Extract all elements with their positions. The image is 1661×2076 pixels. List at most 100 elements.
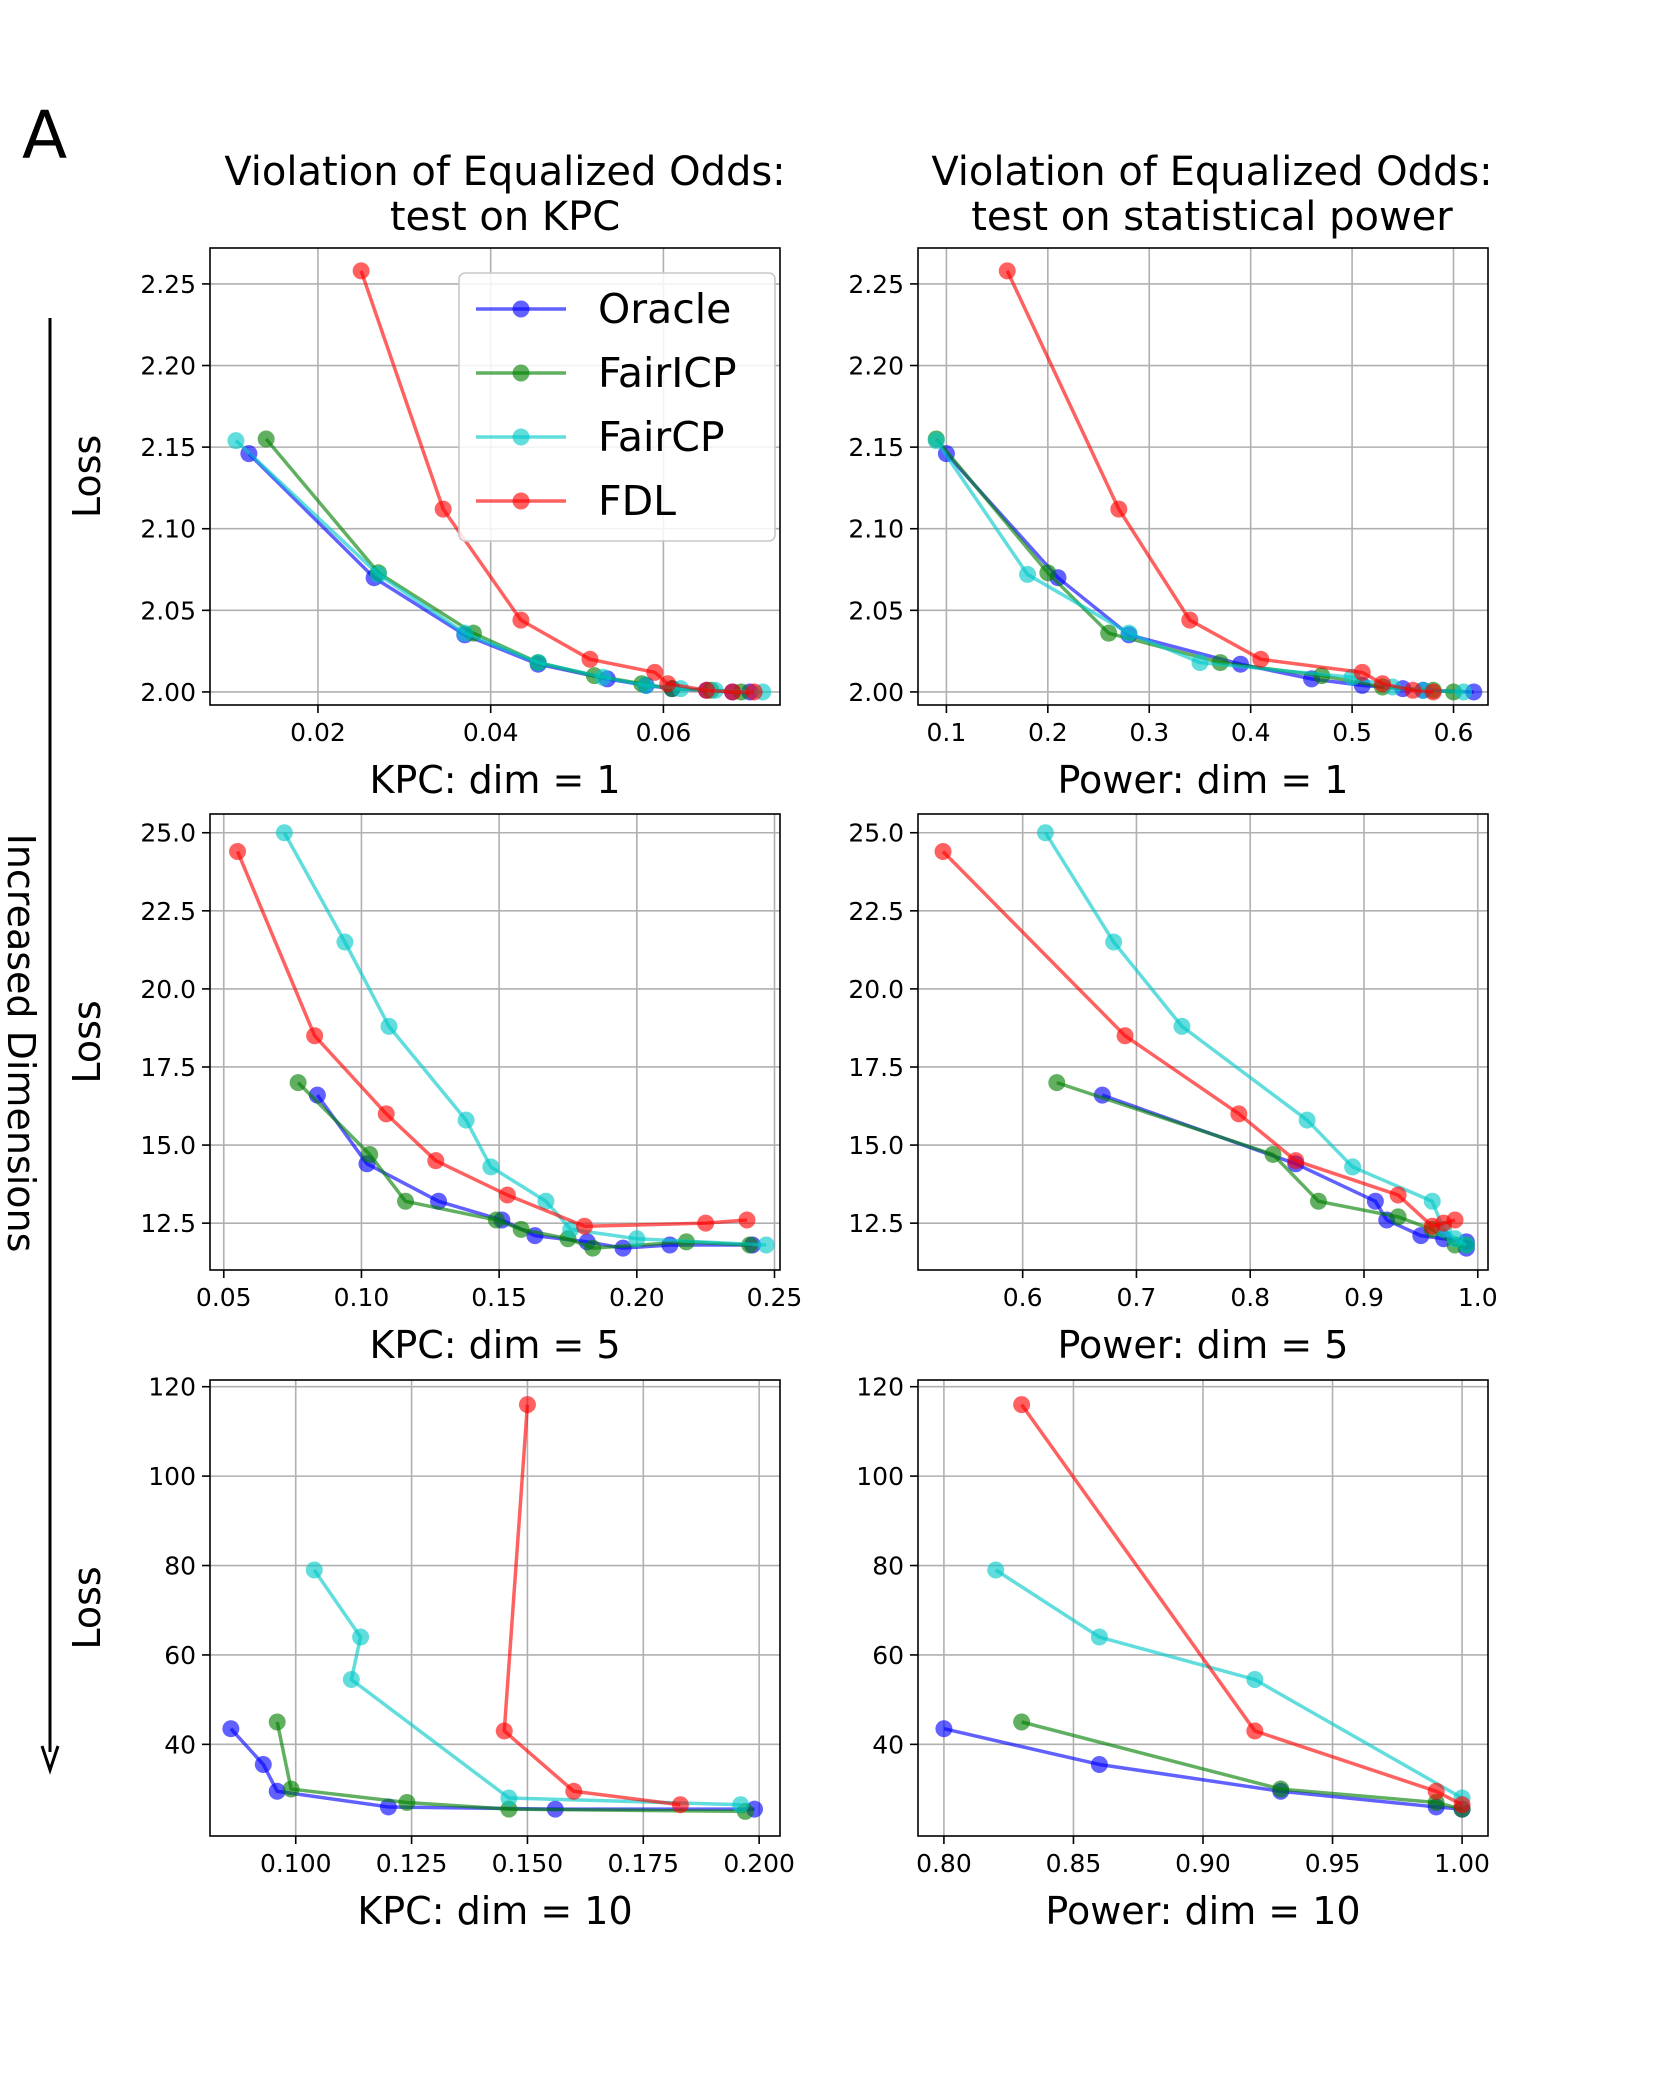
y-tick-label: 60: [164, 1641, 196, 1670]
data-point-faircp: [336, 933, 354, 951]
data-point-faircp: [380, 1017, 398, 1035]
legend-marker: [512, 364, 530, 382]
chart-3: 0.6 0.7 0.8 0.9 1.0 12.5 15.0 17.5 20.0 22.5 25.0 P…: [848, 813, 1498, 1367]
y-tick-label: 100: [148, 1462, 196, 1491]
data-point-fdl: [1287, 1152, 1305, 1170]
y-tick-label: 100: [856, 1462, 904, 1491]
legend-marker: [512, 428, 530, 446]
series-line-fdl: [502, 1404, 681, 1807]
legend-marker: [512, 300, 530, 318]
y-tick-label: 2.15: [140, 433, 196, 462]
y-tick-label: 15.0: [848, 1131, 904, 1160]
x-tick-label: 0.04: [463, 718, 519, 747]
y-tick-label: 2.10: [848, 515, 904, 544]
series-line-fairicp: [934, 437, 1454, 694]
y-tick-label: 2.10: [140, 515, 196, 544]
x-tick-label: 0.150: [492, 1849, 564, 1878]
data-point-fdl: [1252, 650, 1270, 668]
x-tick-label: 0.7: [1117, 1283, 1157, 1312]
data-point-fairicp: [1264, 1145, 1282, 1163]
plot-area: [934, 824, 1475, 1257]
y-tick-label: 20.0: [140, 975, 196, 1004]
y-tick-label: 80: [164, 1552, 196, 1581]
x-axis-title: KPC: dim = 1: [369, 758, 620, 802]
plot-area: [935, 1396, 1471, 1818]
plot-frame: [209, 247, 781, 706]
charts: 0.02 0.04 0.06 2.00 2.05 2.10 2.15 2.20 2.25 KPC:…: [65, 247, 1498, 1933]
data-point-faircp: [1457, 1236, 1475, 1254]
data-point-fdl: [724, 683, 741, 701]
y-tick-label: 12.5: [848, 1209, 904, 1238]
y-tick-label: 2.25: [848, 270, 904, 299]
data-point-fairicp: [487, 1211, 505, 1229]
data-point-fairicp: [512, 1220, 530, 1238]
y-tick-label: 40: [164, 1730, 196, 1759]
data-point-fdl: [498, 1186, 516, 1204]
chart-2: 0.05 0.10 0.15 0.20 0.25 12.5 15.0 17.5 20.0 22.5…: [65, 813, 802, 1367]
data-point-faircp: [1298, 1111, 1316, 1129]
data-point-fdl: [1013, 1396, 1031, 1414]
data-point-fdl: [512, 611, 530, 629]
x-tick-label: 0.2: [1028, 718, 1068, 747]
x-axis-title: KPC: dim = 10: [357, 1889, 632, 1933]
x-tick-label: 0.10: [334, 1283, 390, 1312]
legend-item-oracle: Oracle: [476, 285, 731, 333]
data-point-fdl: [934, 842, 952, 860]
y-axis-title: Loss: [65, 435, 109, 518]
data-point-fdl: [1230, 1105, 1248, 1123]
data-point-fdl: [1110, 500, 1128, 518]
data-point-fdl: [1374, 675, 1392, 693]
data-point-faircp: [457, 1111, 475, 1129]
x-tick-label: 1.00: [1434, 1849, 1490, 1878]
y-tick-label: 22.5: [848, 897, 904, 926]
y-tick-label: 2.00: [140, 678, 196, 707]
data-point-fdl: [229, 842, 247, 860]
data-point-fairicp: [397, 1192, 415, 1210]
y-tick-label: 120: [856, 1373, 904, 1402]
y-tick-label: 15.0: [140, 1131, 196, 1160]
data-point-fdl: [738, 1211, 756, 1229]
y-tick-label: 25.0: [140, 819, 196, 848]
y-tick-label: 12.5: [140, 1209, 196, 1238]
data-point-faircp: [456, 624, 474, 642]
data-point-fdl: [1181, 611, 1199, 629]
dimension-arrow: [40, 318, 60, 1775]
data-point-fairicp: [584, 1239, 602, 1257]
legend-item-fdl: FDL: [476, 477, 676, 525]
y-axis-title: Loss: [65, 1566, 109, 1649]
data-point-fdl: [581, 650, 599, 668]
chart-1: 0.1 0.2 0.3 0.4 0.5 0.6 2.00 2.05 2.10 2.15 2.20 2.…: [848, 247, 1489, 802]
legend-marker: [512, 492, 530, 510]
data-point-fdl: [1446, 1211, 1464, 1229]
y-tick-label: 40: [872, 1730, 904, 1759]
chart-0: 0.02 0.04 0.06 2.00 2.05 2.10 2.15 2.20 2.25 KPC:…: [65, 247, 781, 802]
data-point-faircp: [562, 1220, 580, 1238]
x-tick-label: 0.5: [1332, 718, 1372, 747]
data-point-fairicp: [1272, 1780, 1290, 1798]
x-tick-label: 0.05: [196, 1283, 252, 1312]
x-tick-label: 0.125: [376, 1849, 448, 1878]
data-point-fairicp: [1389, 1208, 1407, 1226]
data-point-oracle: [1366, 1192, 1384, 1210]
data-point-fairicp: [289, 1074, 307, 1092]
data-point-fdl: [1116, 1027, 1134, 1045]
data-point-fdl: [1453, 1796, 1471, 1814]
y-tick-label: 2.05: [140, 596, 196, 625]
y-tick-label: 2.00: [848, 678, 904, 707]
data-point-faircp: [1090, 1628, 1108, 1646]
x-axis-title: Power: dim = 5: [1058, 1323, 1349, 1367]
data-point-faircp: [275, 824, 293, 842]
data-point-fdl: [1427, 1782, 1445, 1800]
plot-area: [222, 1396, 764, 1820]
y-tick-label: 80: [872, 1552, 904, 1581]
data-point-faircp: [369, 565, 387, 583]
data-point-faircp: [637, 676, 655, 694]
plot-area: [927, 262, 1483, 701]
data-point-fdl: [1353, 663, 1371, 681]
data-point-fdl: [377, 1105, 395, 1123]
data-point-fdl: [565, 1782, 583, 1800]
data-point-fairicp: [1100, 624, 1118, 642]
data-point-fdl: [306, 1027, 324, 1045]
data-point-fdl: [671, 1796, 689, 1814]
